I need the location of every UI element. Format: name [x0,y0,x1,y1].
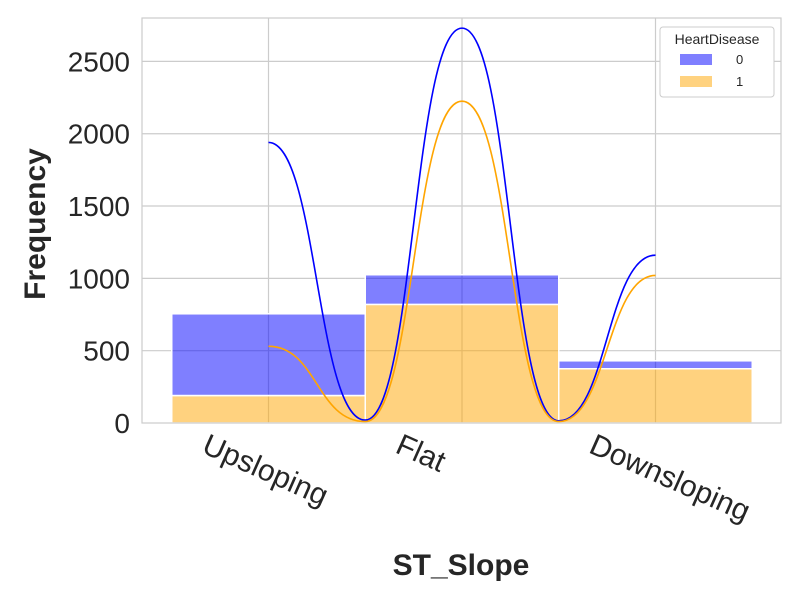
y-tick-labels: 0 500 1000 1500 2000 2500 [68,46,130,439]
kde-curve-heartdisease-0 [268,27,656,422]
bar-flat-heartdisease-0 [364,273,560,306]
legend-swatch-1 [680,76,712,87]
x-tick-label: Upsloping [198,428,333,512]
axes-border [141,17,782,424]
x-axis-label: ST_Slope [393,549,530,582]
y-axis-label: Frequency [19,148,52,300]
y-tick-label: 1000 [68,263,130,294]
y-tick-label: 0 [114,408,130,439]
bar-downsloping-heartdisease-0 [558,360,753,370]
x-tick-label: Downsloping [585,428,755,528]
x-tick-label: Flat [391,428,451,479]
x-tick-labels: Upsloping Flat Downsloping [198,428,755,528]
legend: HeartDisease 0 1 [659,26,775,98]
y-tick-label: 500 [83,336,130,367]
legend-entry-0: 0 [736,52,743,67]
bars [171,273,753,424]
y-tick-label: 2000 [68,119,130,150]
legend-swatch-0 [680,54,712,65]
kde-curve-heartdisease-1 [268,100,656,423]
y-tick-label: 2500 [68,46,130,77]
plot-frame [141,17,782,424]
bar-upsloping-heartdisease-0 [171,313,366,397]
bar-downsloping-heartdisease-1 [558,368,753,424]
legend-title: HeartDisease [675,31,760,47]
y-tick-label: 1500 [68,191,130,222]
kde-curves [268,27,656,423]
legend-entry-1: 1 [736,74,743,89]
bar-upsloping-heartdisease-1 [171,394,366,424]
bar-flat-heartdisease-1 [364,303,560,424]
